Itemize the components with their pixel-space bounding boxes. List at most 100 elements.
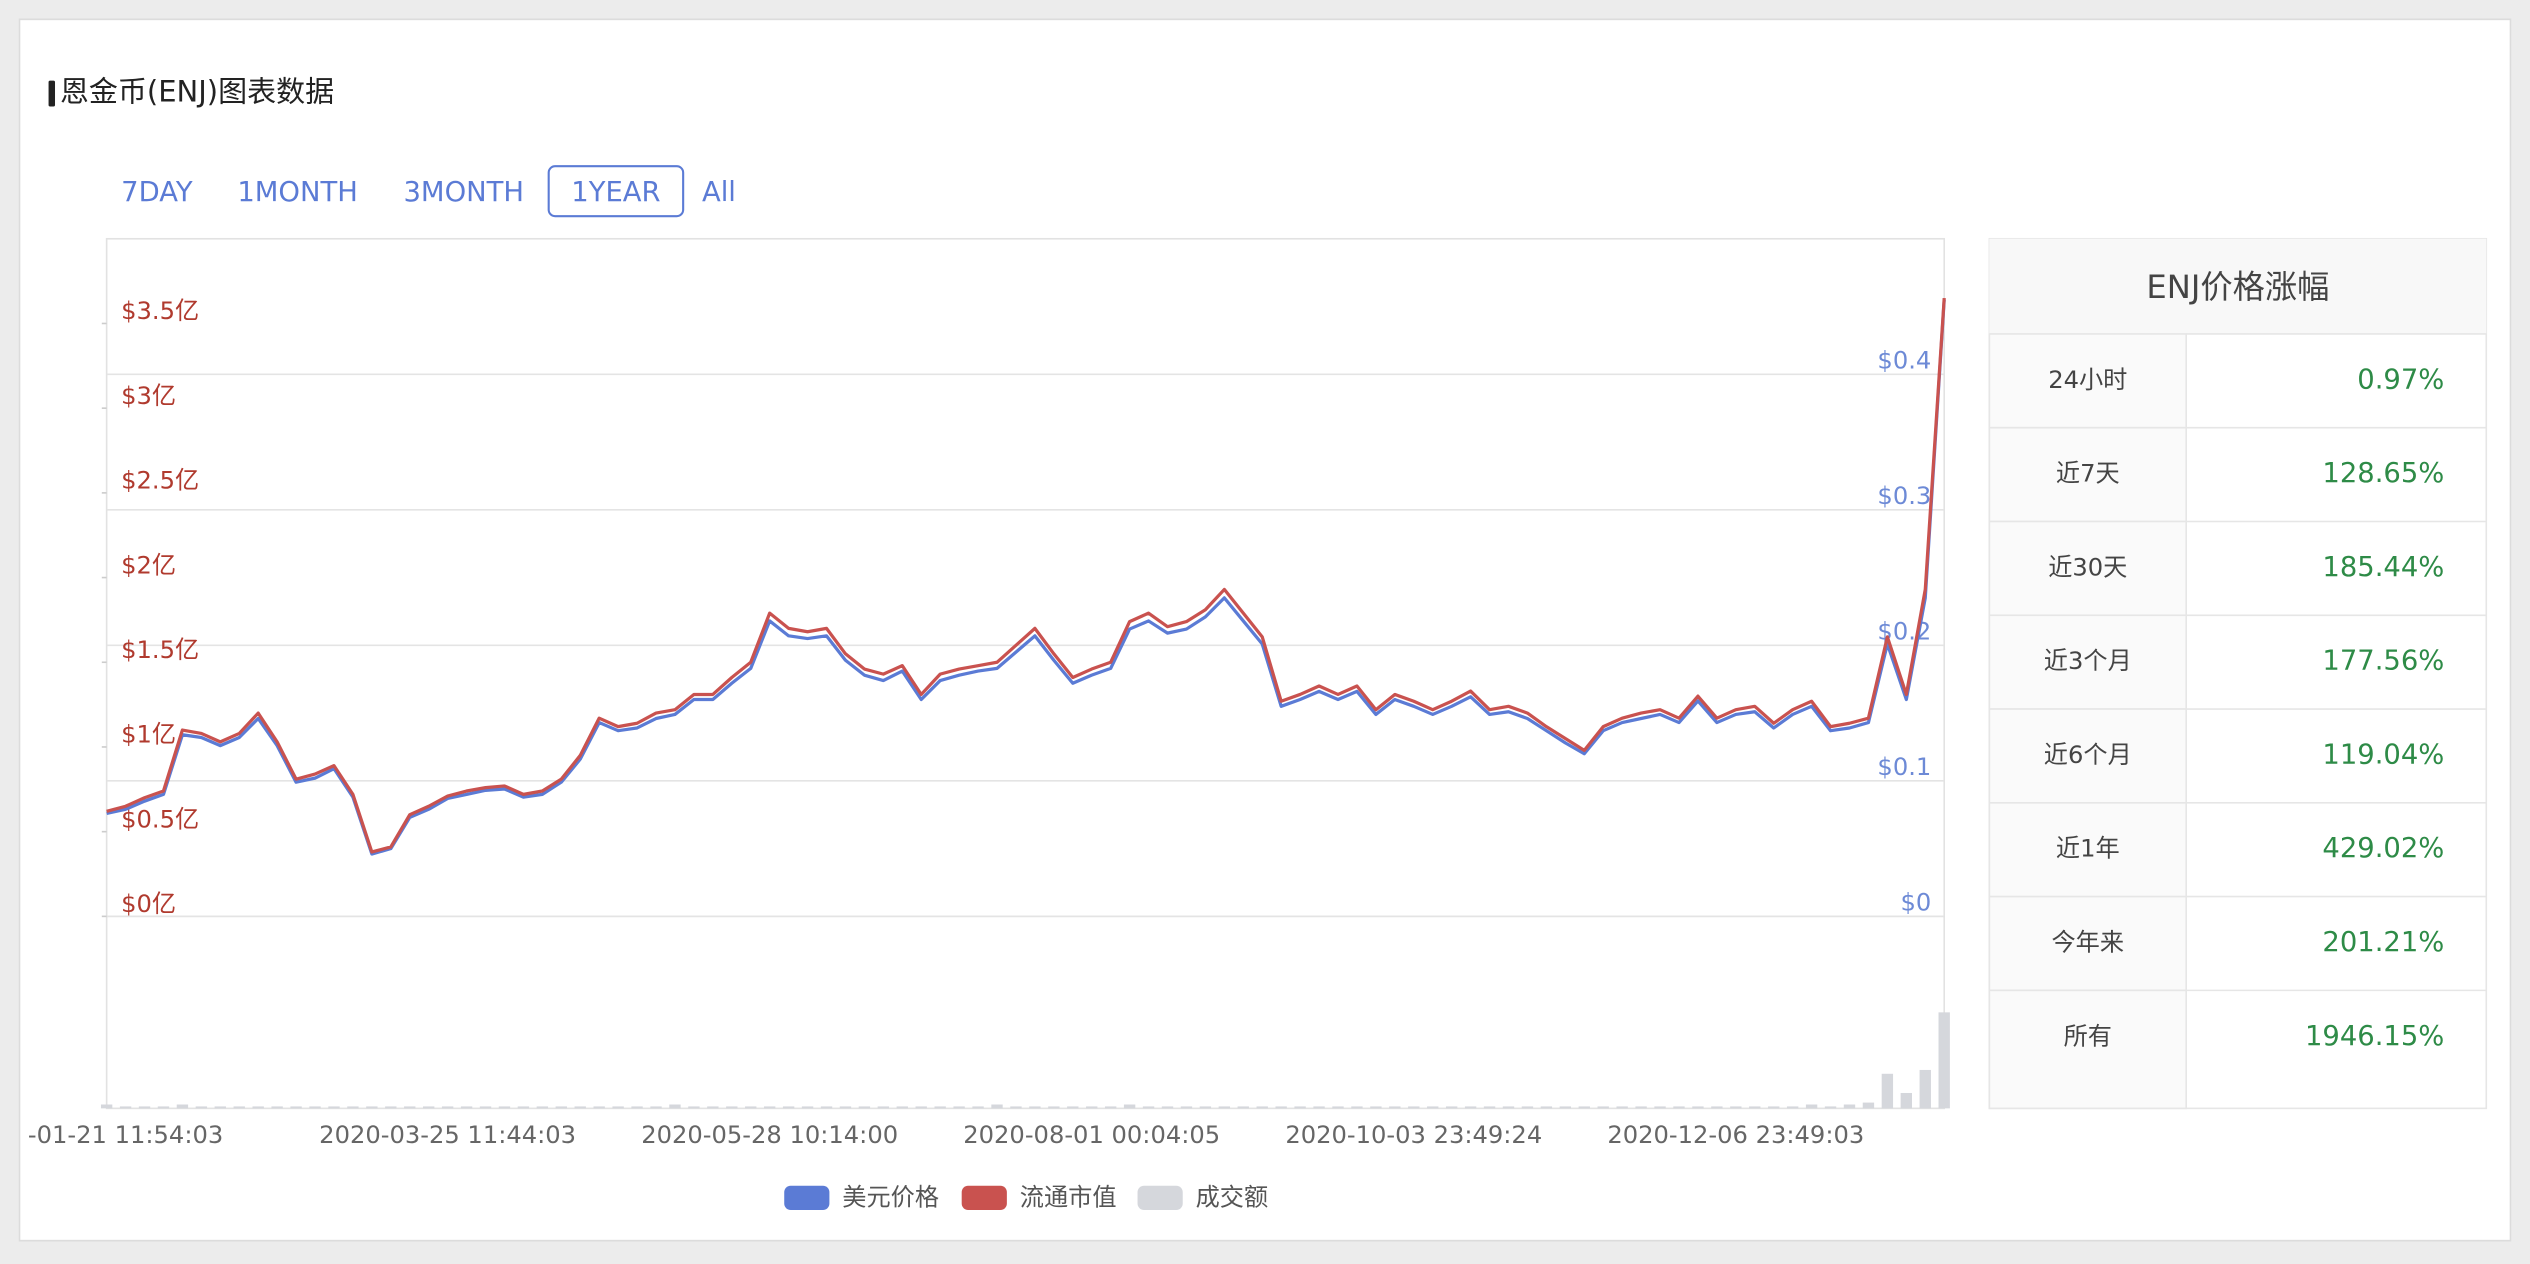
- legend-swatch[interactable]: [784, 1185, 830, 1210]
- volume-bar: [347, 1106, 359, 1109]
- volume-bar: [763, 1106, 776, 1109]
- volume-bar: [669, 1104, 681, 1109]
- volume-bar: [1692, 1106, 1704, 1109]
- volume-bar: [1881, 1073, 1894, 1109]
- volume-bar: [1275, 1106, 1287, 1109]
- volume-bar: [1408, 1106, 1420, 1109]
- legend-label[interactable]: 美元价格: [842, 1184, 939, 1212]
- volume-bar: [1199, 1106, 1212, 1109]
- volume-bar: [423, 1106, 435, 1109]
- volume-bar: [1919, 1069, 1931, 1109]
- volume-bar: [1086, 1106, 1098, 1109]
- range-tab[interactable]: 1MONTH: [237, 177, 358, 208]
- volume-bar: [593, 1106, 605, 1109]
- volume-bar: [1445, 1106, 1458, 1109]
- volume-bar: [877, 1106, 890, 1109]
- volume-bar: [574, 1106, 586, 1109]
- volume-bar: [915, 1106, 927, 1109]
- table-row-label: 近6个月: [2044, 741, 2132, 769]
- volume-bar: [839, 1106, 852, 1109]
- volume-bar: [820, 1106, 833, 1109]
- y-tick-label: $2.5亿: [121, 467, 199, 495]
- table-row-label: 所有: [2064, 1022, 2112, 1050]
- volume-bar: [953, 1106, 965, 1109]
- legend-label[interactable]: 流通市值: [1020, 1184, 1117, 1212]
- series-line: [106, 299, 1946, 856]
- volume-bar: [1730, 1106, 1742, 1109]
- table-row-label-bg: [1988, 614, 2188, 710]
- volume-bar: [1711, 1106, 1723, 1109]
- volume-bar: [1237, 1106, 1249, 1109]
- volume-bar: [612, 1106, 624, 1109]
- volume-bar: [1067, 1106, 1079, 1109]
- volume-bar: [972, 1106, 984, 1109]
- volume-bar: [1161, 1106, 1174, 1109]
- volume-bar: [1180, 1106, 1193, 1109]
- volume-bar: [1654, 1106, 1666, 1109]
- y-tick-label: $1.5亿: [121, 636, 199, 664]
- volume-bar: [1351, 1106, 1363, 1109]
- volume-bar: [1938, 1012, 1950, 1109]
- table-row-label-bg: [1988, 989, 2188, 1110]
- volume-bar: [896, 1106, 908, 1109]
- volume-bar: [1370, 1106, 1382, 1109]
- volume-bar: [1313, 1106, 1325, 1109]
- volume-bar: [1123, 1104, 1136, 1109]
- volume-bar: [1389, 1106, 1401, 1109]
- volume-bar: [631, 1106, 643, 1109]
- legend-swatch[interactable]: [1137, 1185, 1183, 1210]
- x-tick-label: 2020-03-25 11:44:03: [319, 1121, 576, 1149]
- volume-bar: [498, 1106, 511, 1109]
- legend-label[interactable]: 成交额: [1196, 1184, 1269, 1212]
- y-tick-label: $0亿: [121, 890, 176, 918]
- volume-bar: [1749, 1106, 1761, 1109]
- volume-bar: [1900, 1092, 1913, 1109]
- y-tick-label: $3.5亿: [121, 297, 199, 325]
- volume-bar: [1256, 1106, 1268, 1109]
- table-row-label: 24小时: [2048, 366, 2127, 394]
- table-row-label: 今年来: [2052, 928, 2125, 956]
- volume-bar: [1029, 1106, 1041, 1109]
- table-header-bg: [1989, 238, 2487, 334]
- volume-bar: [271, 1106, 283, 1109]
- volume-bar: [782, 1106, 795, 1109]
- volume-bar: [479, 1106, 492, 1109]
- volume-bar: [1805, 1104, 1818, 1109]
- table-row-value: 119.04%: [2322, 739, 2444, 770]
- volume-bar: [726, 1106, 738, 1109]
- table-row-label-bg: [1988, 895, 2188, 992]
- volume-bar: [1862, 1102, 1875, 1109]
- table-row-value: 201.21%: [2322, 927, 2444, 958]
- table-row-value: 0.97%: [2357, 364, 2444, 395]
- volume-bar: [233, 1106, 245, 1109]
- volume-bar: [801, 1106, 814, 1109]
- range-tab[interactable]: All: [702, 177, 736, 208]
- volume-bar: [1635, 1106, 1647, 1109]
- volume-bar: [536, 1106, 549, 1109]
- volume-bar: [745, 1106, 757, 1109]
- volume-bar: [1048, 1106, 1060, 1109]
- table-row-label: 近3个月: [2044, 647, 2132, 675]
- volume-bar: [328, 1106, 340, 1109]
- x-tick-label: 2020-05-28 10:14:00: [641, 1121, 898, 1149]
- volume-bar: [707, 1106, 719, 1109]
- volume-bar: [1332, 1106, 1344, 1109]
- volume-bar: [1559, 1106, 1572, 1109]
- volume-bar: [404, 1106, 416, 1109]
- x-tick-label: 2020-10-03 23:49:24: [1285, 1121, 1542, 1149]
- range-tab[interactable]: 3MONTH: [403, 177, 524, 208]
- y2-tick-label: $0: [1901, 888, 1932, 916]
- volume-bar: [1483, 1106, 1496, 1109]
- range-tab[interactable]: 7DAY: [121, 177, 193, 208]
- volume-bar: [555, 1106, 567, 1109]
- volume-bar: [100, 1104, 113, 1109]
- volume-bar: [157, 1106, 170, 1109]
- range-tab[interactable]: 1YEAR: [571, 177, 660, 208]
- volume-bar: [119, 1106, 132, 1109]
- volume-bar: [1502, 1106, 1515, 1109]
- volume-bar: [1294, 1106, 1306, 1109]
- legend-swatch[interactable]: [961, 1185, 1007, 1210]
- y-tick-label: $2亿: [121, 551, 176, 579]
- volume-bar: [1768, 1106, 1780, 1109]
